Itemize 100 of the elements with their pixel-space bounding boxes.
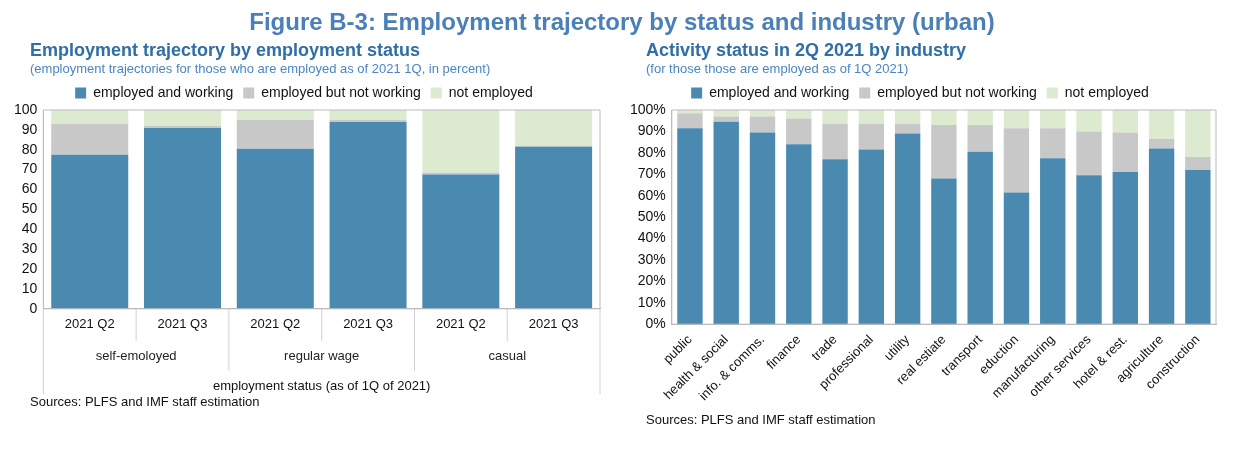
bar <box>894 110 921 124</box>
bar <box>677 128 703 325</box>
x-tick-label: 2021 Q2 <box>250 316 301 332</box>
bar <box>1112 110 1138 133</box>
x-tick-label: 2021 Q2 <box>64 316 115 332</box>
y-tick-label: 50 <box>21 200 38 217</box>
source-note: Sources: PLFS and IMF staff estimation <box>646 412 877 427</box>
bar <box>329 121 407 309</box>
chart-subtitle: (employment trajectories for those who are employed as of 2021 1Q, in percent) <box>30 61 492 76</box>
y-tick-label: 50% <box>637 207 666 224</box>
bar <box>1076 110 1102 132</box>
x-tick-label: 2021 Q3 <box>528 316 579 332</box>
bar <box>1112 132 1138 173</box>
bar <box>822 159 848 325</box>
y-tick-label: 100 <box>14 100 38 117</box>
bar <box>422 174 500 309</box>
legend-label: employed and working <box>709 83 850 100</box>
bar <box>51 123 129 155</box>
bar <box>1148 138 1175 149</box>
bar <box>1003 110 1030 129</box>
bar <box>967 124 993 152</box>
legend-label: employed but not working <box>261 83 421 100</box>
y-tick-label: 80% <box>637 143 666 160</box>
legend-label: employed and working <box>93 83 234 100</box>
bar <box>713 121 739 325</box>
bar <box>51 110 129 124</box>
y-tick-label: 0% <box>645 315 666 332</box>
bar <box>786 110 812 119</box>
y-tick-label: 10 <box>21 279 38 296</box>
bar <box>967 110 993 125</box>
y-tick-label: 90 <box>21 120 38 137</box>
chart-subtitle: (for those those are employed as of 1Q 2021) <box>646 61 910 76</box>
bar <box>677 113 703 129</box>
bar <box>1148 148 1175 325</box>
text: regular wage <box>284 348 360 364</box>
y-tick-label: 70 <box>21 160 38 177</box>
bar <box>858 149 885 325</box>
bar <box>858 110 885 124</box>
bar <box>894 123 921 134</box>
bar <box>967 151 993 325</box>
y-tick-label: 40 <box>21 220 38 237</box>
bar <box>1040 128 1066 159</box>
x-tick-label: 2021 Q3 <box>343 316 393 332</box>
bar <box>1003 192 1030 325</box>
bar <box>822 110 848 124</box>
x-tick-label: 2021 Q2 <box>435 316 486 332</box>
legend-label: employed but not working <box>877 83 1037 100</box>
bar <box>236 148 314 309</box>
bar <box>144 110 222 126</box>
bar <box>786 118 812 145</box>
legend-label: not employed <box>448 83 533 100</box>
y-tick-label: 60 <box>21 180 38 197</box>
y-tick-label: 0 <box>29 299 38 316</box>
x-tick-label: 2021 Q3 <box>157 316 208 332</box>
bar <box>1148 110 1175 139</box>
bar <box>1185 169 1211 325</box>
y-tick-label: 60% <box>637 186 666 203</box>
bar <box>931 124 957 179</box>
bar <box>51 154 129 309</box>
y-tick-label: 20 <box>21 259 38 276</box>
bar <box>1003 128 1030 193</box>
source-note: Sources: PLFS and IMF staff estimation <box>30 394 261 409</box>
bar <box>749 132 776 325</box>
text: Figure B-3: Employment trajectory by status and industry (urban) <box>248 8 996 37</box>
bar <box>329 110 407 120</box>
bar <box>515 146 593 309</box>
y-tick-label: 90% <box>637 122 666 139</box>
y-tick-label: 80 <box>21 140 38 157</box>
bar <box>236 119 314 149</box>
bar <box>1040 110 1066 129</box>
y-tick-label: 100% <box>629 100 666 117</box>
bar <box>1185 110 1211 158</box>
bar <box>931 110 957 125</box>
y-tick-label: 30% <box>637 250 666 267</box>
y-tick-label: 10% <box>637 293 666 310</box>
bar <box>1076 175 1102 325</box>
text: casual <box>488 348 527 364</box>
x-axis-title: employment status (as of 1Q of 2021) <box>212 377 431 393</box>
bar <box>144 127 222 309</box>
text: self-emoloyed <box>95 348 177 364</box>
chart-title: Activity status in 2Q 2021 by industry <box>646 40 968 61</box>
legend-label: not employed <box>1064 83 1149 100</box>
bar <box>931 178 957 325</box>
y-tick-label: 70% <box>637 165 666 182</box>
y-tick-label: 20% <box>637 272 666 289</box>
bar <box>1185 157 1211 170</box>
bar <box>786 144 812 325</box>
chart-title: Employment trajectory by employment status <box>30 40 422 61</box>
bar <box>894 133 921 325</box>
bar <box>822 123 848 160</box>
bar <box>515 110 593 146</box>
bar <box>1112 172 1138 325</box>
y-tick-label: 40% <box>637 229 666 246</box>
bar <box>1076 131 1102 176</box>
bar <box>858 123 885 150</box>
bar <box>236 110 314 120</box>
bar <box>749 116 776 133</box>
bar <box>1040 158 1066 325</box>
bar <box>713 116 739 122</box>
y-tick-label: 30 <box>21 240 38 257</box>
